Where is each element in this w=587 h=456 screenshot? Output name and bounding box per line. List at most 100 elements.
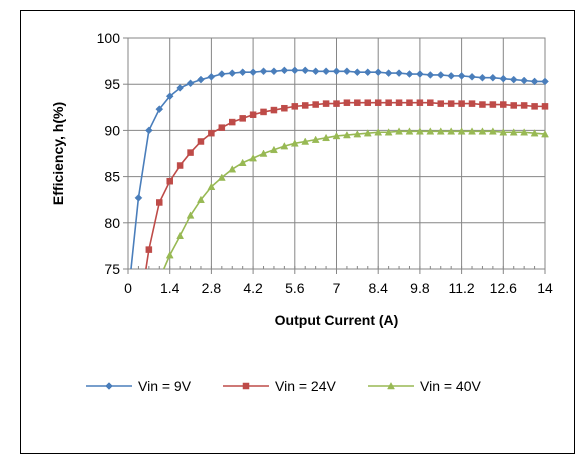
data-point-vin-40v xyxy=(457,127,466,135)
data-point-vin-9v xyxy=(207,72,216,81)
series-line-vin-9v xyxy=(130,69,545,270)
data-point-vin-9v xyxy=(447,72,456,80)
data-point-vin-24v xyxy=(385,99,392,106)
data-point-vin-9v xyxy=(217,70,226,78)
data-point-vin-9v xyxy=(541,77,549,86)
plot-area-border xyxy=(127,37,546,270)
data-point-vin-9v xyxy=(509,75,518,84)
data-point-vin-40v xyxy=(332,131,341,140)
data-point-vin-24v xyxy=(416,99,424,106)
series-vin-9v xyxy=(130,66,549,270)
data-point-vin-40v xyxy=(447,127,456,135)
data-point-vin-9v xyxy=(165,92,174,101)
data-point-vin-9v xyxy=(176,84,184,92)
data-point-vin-24v xyxy=(218,124,226,131)
data-point-vin-24v xyxy=(479,101,486,108)
data-point-vin-9v xyxy=(144,126,153,135)
legend-item: Vin = 40V xyxy=(368,378,482,394)
series-vin-24v xyxy=(145,99,549,270)
x-tick-label: 5.6 xyxy=(285,280,305,296)
data-point-vin-9v xyxy=(259,67,268,76)
data-point-vin-9v xyxy=(301,66,310,75)
x-tick-label: 1.4 xyxy=(160,280,180,296)
series-line-vin-40v xyxy=(163,130,546,270)
y-tick-label: 80 xyxy=(104,215,120,231)
x-tick-label: 11.2 xyxy=(448,280,474,296)
legend-label: Vin = 40V xyxy=(420,378,482,394)
data-point-vin-9v xyxy=(343,67,351,76)
data-point-vin-9v xyxy=(426,71,435,79)
data-point-vin-9v xyxy=(249,68,257,77)
y-tick-label: 95 xyxy=(104,76,120,92)
data-point-vin-24v xyxy=(270,106,278,114)
y-tick-label: 75 xyxy=(104,261,120,277)
data-point-vin-40v xyxy=(541,130,549,138)
data-point-vin-40v xyxy=(228,165,237,173)
legend: Vin = 9V Vin = 24V Vin = 40V xyxy=(86,378,482,394)
data-point-vin-40v xyxy=(415,127,424,135)
series-layer xyxy=(130,66,549,270)
data-point-vin-40v xyxy=(499,128,508,136)
data-point-vin-24v xyxy=(291,103,299,110)
data-point-vin-9v xyxy=(384,69,393,77)
legend-item: Vin = 9V xyxy=(86,378,192,394)
series-vin-40v xyxy=(163,127,549,270)
data-point-vin-9v xyxy=(186,79,195,88)
tick-labels: 75 80 85 90 95 100 0 1.4 2.8 4.2 5.6 7 8.4 9.8 11.2 12.… xyxy=(97,30,553,296)
data-point-vin-40v xyxy=(290,139,299,147)
x-tick-label: 0 xyxy=(124,280,132,296)
data-point-vin-24v xyxy=(301,102,309,109)
data-point-vin-24v xyxy=(510,102,517,109)
data-point-vin-24v xyxy=(427,99,434,106)
legend-label: Vin = 9V xyxy=(138,378,192,394)
data-point-vin-40v xyxy=(509,128,518,136)
x-axis-title: Output Current (A) xyxy=(275,312,399,328)
data-point-vin-9v xyxy=(280,66,289,75)
legend-item: Vin = 24V xyxy=(223,378,337,394)
data-point-vin-24v xyxy=(406,99,413,106)
data-point-vin-24v xyxy=(145,246,153,253)
data-point-vin-9v xyxy=(478,73,487,82)
x-tick-label: 8.4 xyxy=(368,280,388,296)
data-point-vin-9v xyxy=(405,70,414,78)
data-point-vin-9v xyxy=(416,70,424,78)
data-point-vin-40v xyxy=(520,128,529,136)
data-point-vin-40v xyxy=(343,130,351,139)
data-point-vin-9v xyxy=(468,72,476,81)
data-point-vin-40v xyxy=(217,173,226,181)
legend-label: Vin = 24V xyxy=(275,378,337,394)
data-point-vin-40v xyxy=(353,130,362,138)
x-tick-label: 4.2 xyxy=(243,280,263,296)
data-point-vin-9v xyxy=(436,71,445,79)
data-point-vin-24v xyxy=(249,111,257,118)
data-point-vin-24v xyxy=(374,99,382,106)
axes-layer xyxy=(123,37,546,274)
data-point-vin-24v xyxy=(468,100,476,107)
data-point-vin-9v xyxy=(238,68,247,77)
data-point-vin-24v xyxy=(437,100,444,107)
legend-marker xyxy=(242,382,250,390)
data-point-vin-24v xyxy=(187,149,194,156)
data-point-vin-24v xyxy=(354,99,361,106)
legend-marker xyxy=(387,381,395,390)
x-tick-label: 7 xyxy=(333,280,341,296)
data-point-vin-24v xyxy=(281,104,288,112)
series-line-vin-24v xyxy=(145,101,545,270)
data-point-vin-24v xyxy=(229,118,236,126)
data-point-vin-40v xyxy=(270,145,278,154)
chart-frame: 75 80 85 90 95 100 0 1.4 2.8 4.2 5.6 7 8.4 9.8 11.2 12.… xyxy=(20,10,575,454)
data-point-vin-9v xyxy=(489,73,497,82)
data-point-vin-24v xyxy=(520,102,528,109)
data-point-vin-9v xyxy=(374,68,383,77)
data-point-vin-24v xyxy=(197,138,205,145)
data-point-vin-40v xyxy=(322,133,330,142)
data-point-vin-24v xyxy=(208,129,215,137)
data-point-vin-9v xyxy=(197,75,205,84)
data-point-vin-9v xyxy=(332,67,341,76)
data-point-vin-24v xyxy=(447,100,455,107)
data-point-vin-9v xyxy=(530,77,539,86)
data-point-vin-24v xyxy=(176,162,184,169)
data-point-vin-40v xyxy=(426,127,435,135)
data-point-vin-40v xyxy=(363,129,372,137)
data-point-vin-40v xyxy=(186,211,195,219)
